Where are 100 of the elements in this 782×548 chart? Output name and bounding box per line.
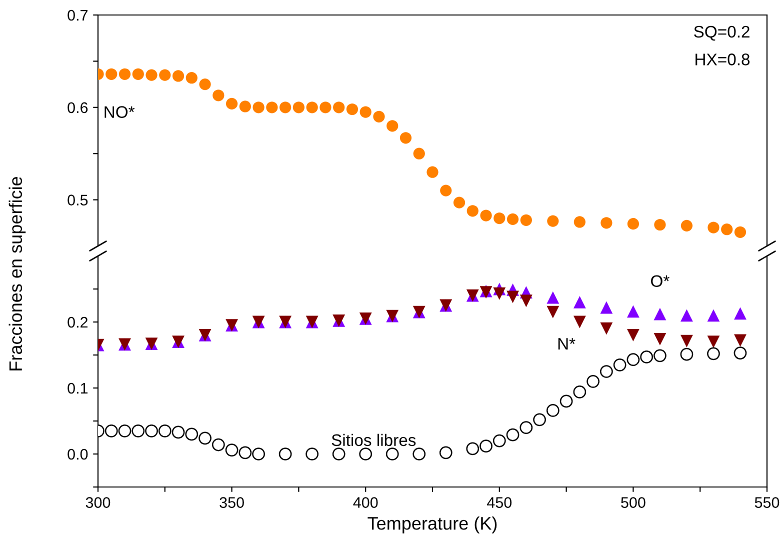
point — [680, 309, 693, 322]
series-label: O* — [651, 275, 670, 288]
point — [640, 350, 654, 364]
point — [520, 421, 533, 434]
point — [600, 301, 613, 314]
point — [360, 106, 372, 118]
point — [506, 290, 519, 304]
point — [159, 69, 171, 81]
point — [118, 68, 131, 80]
point — [252, 448, 265, 460]
point — [546, 291, 560, 304]
point — [574, 216, 586, 228]
point — [520, 294, 532, 308]
point — [626, 305, 640, 318]
point — [520, 214, 532, 226]
point — [439, 446, 452, 460]
point — [734, 226, 746, 238]
point — [104, 424, 118, 438]
point — [506, 428, 520, 442]
y-tick-label: 0.0 — [68, 448, 88, 460]
point — [492, 434, 506, 448]
point — [266, 102, 278, 114]
point — [480, 210, 492, 222]
point — [721, 224, 733, 236]
point — [734, 346, 747, 360]
point — [707, 336, 720, 348]
point — [654, 308, 666, 320]
point — [172, 70, 184, 82]
point — [466, 205, 478, 217]
point — [734, 307, 746, 320]
y-axis-title: Fracciones en superficie — [8, 176, 26, 370]
point — [506, 213, 519, 226]
point — [708, 222, 720, 234]
point — [600, 217, 612, 229]
point — [280, 102, 292, 114]
point — [106, 68, 118, 80]
point — [494, 212, 506, 224]
y-tick-label: 0.5 — [68, 194, 88, 206]
x-tick-label: 450 — [487, 497, 512, 508]
point — [600, 322, 613, 335]
point — [547, 215, 559, 227]
point — [212, 90, 224, 102]
point — [586, 374, 600, 388]
point — [707, 347, 720, 360]
point — [626, 328, 640, 342]
x-axis-title: Temperature (K) — [368, 516, 497, 534]
point — [440, 184, 452, 196]
point — [613, 358, 626, 372]
x-tick-label: 400 — [353, 497, 378, 508]
point — [252, 102, 264, 114]
point — [118, 424, 132, 438]
point — [493, 287, 506, 300]
series-label: Sitios libres — [332, 434, 416, 446]
point — [332, 448, 346, 460]
point — [680, 334, 693, 348]
point — [132, 68, 144, 80]
point — [292, 102, 305, 114]
point — [132, 424, 145, 438]
point — [359, 448, 372, 460]
point — [320, 102, 332, 114]
point — [734, 334, 746, 347]
y-tick-label: 0.6 — [68, 102, 88, 114]
point — [533, 413, 546, 426]
point — [346, 103, 358, 116]
point — [386, 120, 398, 132]
point — [573, 296, 586, 308]
x-tick-label: 350 — [220, 497, 244, 508]
series-label: NO* — [104, 106, 135, 118]
point — [600, 365, 613, 378]
point — [573, 386, 586, 398]
point — [186, 72, 198, 84]
point — [426, 166, 438, 178]
point — [626, 353, 640, 366]
point — [707, 309, 720, 322]
point — [333, 102, 345, 114]
point — [239, 100, 251, 112]
point — [226, 98, 238, 110]
point — [412, 448, 426, 460]
series-label: N* — [558, 338, 576, 350]
point — [453, 196, 466, 208]
x-tick-label: 550 — [754, 497, 780, 508]
x-tick-label: 500 — [621, 497, 646, 508]
point — [306, 102, 318, 114]
y-tick-label: 0.7 — [68, 10, 88, 21]
point — [306, 448, 319, 460]
point — [560, 394, 573, 408]
point — [199, 78, 211, 90]
point — [466, 442, 480, 456]
point — [680, 220, 693, 232]
point — [145, 424, 158, 438]
x-tick-label: 300 — [86, 497, 110, 508]
annotation: HX=0.8 — [696, 54, 750, 66]
point — [386, 448, 399, 460]
point — [680, 348, 694, 361]
point — [278, 448, 292, 460]
point — [198, 432, 212, 445]
point — [546, 306, 560, 318]
y-tick-label: 0.1 — [68, 382, 88, 394]
point — [185, 428, 198, 441]
point — [212, 438, 225, 452]
